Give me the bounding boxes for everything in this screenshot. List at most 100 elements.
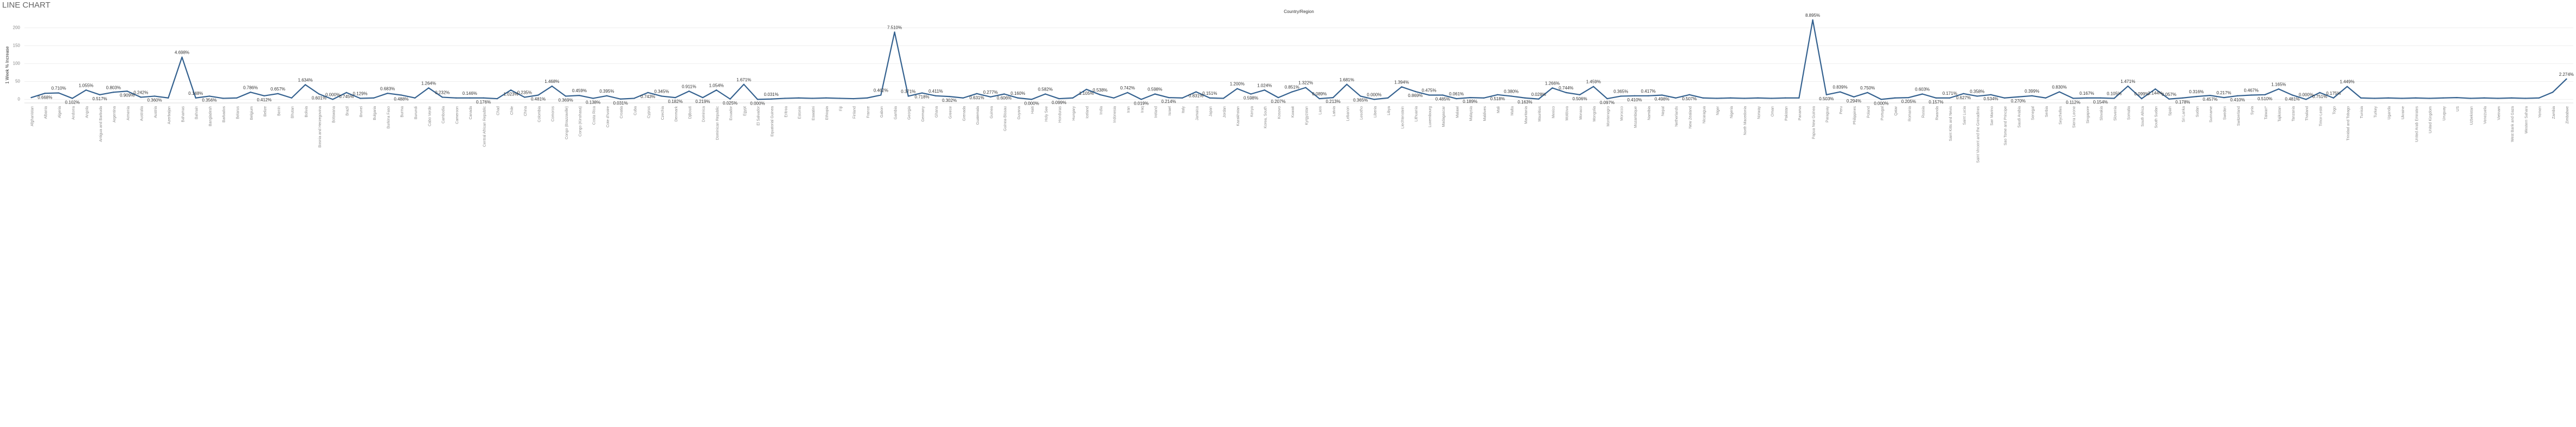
x-tick-label: Netherlands [1675,106,1679,127]
x-tick-label: Zambia [2552,106,2556,119]
point-label: 7.510% [887,25,902,30]
point-label: 0.909% [120,93,134,98]
data-point [387,92,388,94]
data-point [2113,98,2115,99]
x-tick-label: Trinidad and Tobago [2347,106,2350,141]
data-point [264,95,265,96]
x-tick-label: Gambia [894,106,898,120]
point-label: 0.603% [1915,87,1930,92]
x-tick-label: Egypt [743,106,747,116]
point-label: 0.538% [1093,88,1107,93]
point-label: 0.631% [970,95,984,100]
x-tick-label: Liberia [1374,106,1377,118]
data-point [2017,96,2019,98]
data-point [1209,97,1210,99]
x-tick-label: Syria [2251,106,2254,115]
x-tick-label: Lesotho [1360,106,1364,120]
data-point [2045,97,2047,99]
x-tick-label: Norway [1757,106,1761,119]
point-label: 0.358% [1970,89,1984,94]
x-tick-label: Libya [1387,106,1391,115]
x-tick-label: Ecuador [729,106,733,120]
data-point [2470,98,2471,99]
point-label: 0.371% [901,89,915,94]
point-label: 0.157% [1928,100,1943,105]
point-label: 0.457% [2203,97,2218,102]
point-label: 0.360% [147,98,162,103]
x-tick-label: Holy See [1045,106,1048,122]
point-label: 1.681% [1340,77,1354,82]
data-point [332,99,334,100]
data-point [743,83,745,85]
x-tick-label: China [524,106,528,116]
data-point [1894,97,1896,99]
data-point [866,97,868,99]
data-point [1729,97,1732,99]
x-tick-label: Mozambique [1634,106,1638,128]
point-label: 0.057% [2162,92,2176,97]
data-point [2566,78,2567,80]
point-label: 0.507% [1682,96,1697,101]
x-tick-label: Bhutan [291,106,295,118]
point-label: 0.171% [1943,91,1957,96]
point-label: 1.468% [544,79,559,84]
point-label: 0.000% [325,93,340,98]
x-tick-label: Eswatini [812,106,816,121]
data-point [208,95,210,97]
x-tick-label: Vietnam [2497,106,2501,120]
x-tick-label: Hungary [1072,106,1076,121]
data-point [1456,98,1457,100]
x-tick-label: Mauritius [1538,106,1542,122]
x-tick-label: Austria [154,106,158,118]
data-point [1236,88,1238,89]
data-point [1853,96,1855,98]
x-tick-label: Cuba [633,106,637,115]
x-tick-label: Singapore [2086,106,2090,124]
point-label: 0.380% [1504,89,1518,94]
point-label: 0.911% [682,84,696,89]
x-tick-label: Brazil [346,106,350,116]
point-label: 0.718% [915,95,930,100]
data-point [441,96,443,98]
data-point [1113,97,1115,99]
data-point [1593,86,1594,87]
point-label: 0.000% [1024,101,1039,106]
point-label: 1.266% [1545,81,1560,86]
x-tick-label: Saint Vincent and the Grenadines [1977,106,1981,163]
x-tick-label: Portugal [1881,106,1885,121]
data-point [1497,94,1498,96]
data-point [1250,93,1252,95]
point-label: 0.601% [312,96,326,101]
data-point [85,89,87,91]
x-tick-label: Azerbaijan [168,106,171,124]
data-point [2291,94,2293,96]
x-tick-label: Bangladesh [209,106,213,126]
point-label: 0.481% [531,97,546,102]
x-tick-label: South Sudan [2155,106,2158,128]
x-tick-label: US [2456,106,2460,112]
point-label: 0.176% [476,100,491,105]
data-point [880,94,882,96]
point-label: 0.019% [1134,101,1149,106]
data-point [318,93,320,95]
data-point [1442,94,1444,96]
y-tick-label: 50 [15,79,20,84]
data-point [1688,94,1690,96]
data-point [551,85,553,87]
data-point [2387,97,2389,99]
data-point [2319,92,2321,94]
data-point [126,90,128,92]
point-label: 0.000% [750,101,765,106]
point-label: 0.869% [1408,93,1422,98]
data-point [44,92,46,94]
x-tick-label: Papua New Guinea [1812,106,1816,139]
point-label: 0.219% [695,99,710,104]
data-point [1524,97,1526,99]
x-tick-label: Estonia [798,106,802,119]
data-point [2442,97,2444,99]
x-tick-label: France [867,106,870,118]
x-tick-label: Maldives [1483,106,1487,121]
x-tick-label: Montenegro [1606,106,1610,126]
point-label: 0.028% [1531,92,1546,97]
data-point [30,96,32,99]
